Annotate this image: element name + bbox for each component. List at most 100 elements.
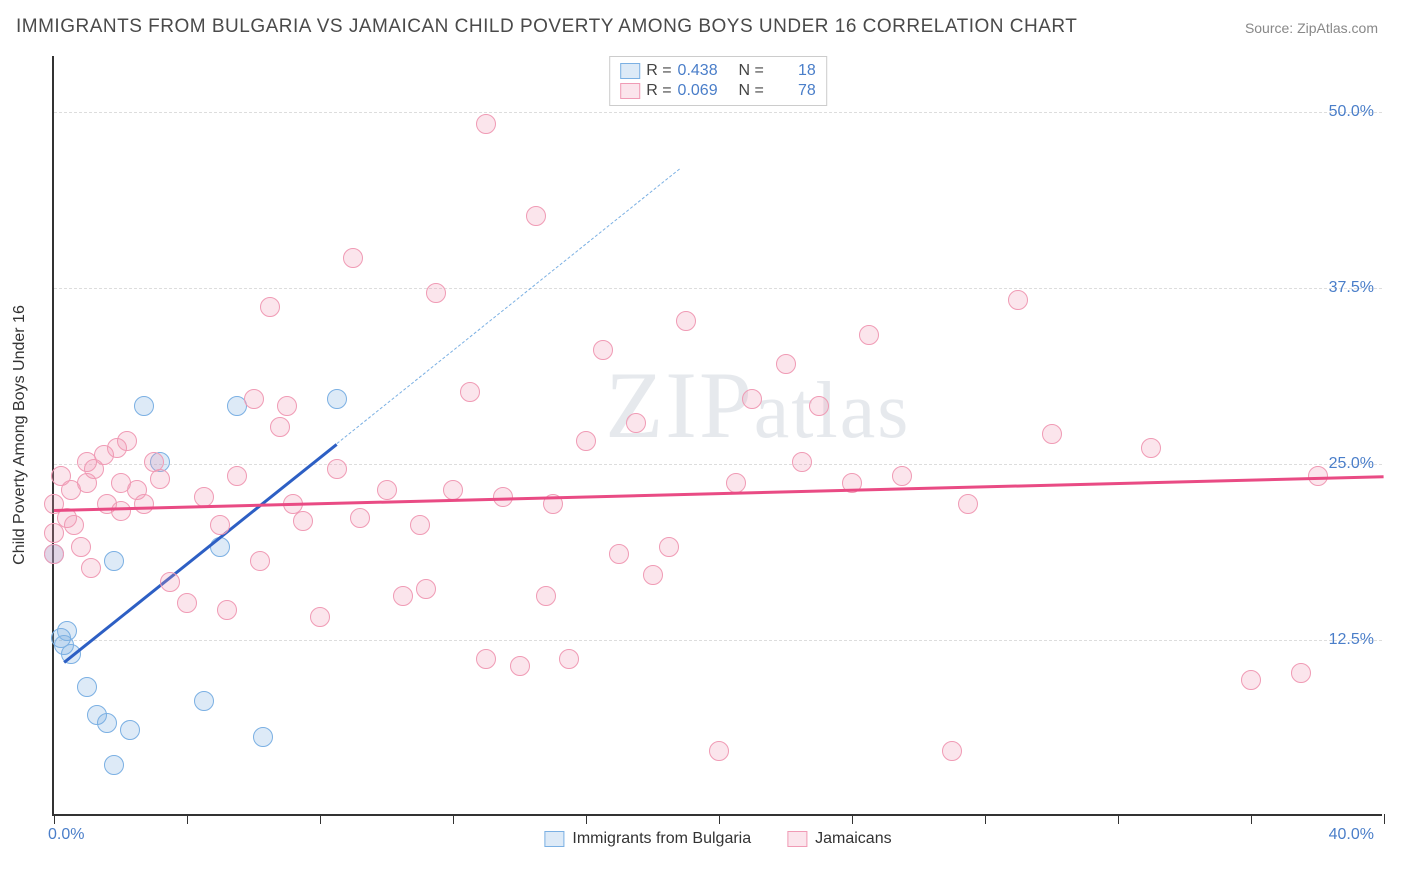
scatter-point	[626, 413, 646, 433]
scatter-point	[942, 741, 962, 761]
scatter-point	[443, 480, 463, 500]
x-tick	[1251, 814, 1252, 824]
scatter-point	[97, 713, 117, 733]
legend-series-name: Jamaicans	[815, 830, 891, 848]
legend-row: R = 0.069 N = 78	[620, 81, 816, 101]
scatter-point	[559, 649, 579, 669]
scatter-point	[104, 755, 124, 775]
scatter-point	[77, 677, 97, 697]
scatter-point	[327, 459, 347, 479]
scatter-point	[71, 537, 91, 557]
scatter-point	[350, 508, 370, 528]
scatter-point	[593, 340, 613, 360]
scatter-point	[426, 283, 446, 303]
scatter-point	[120, 720, 140, 740]
scatter-point	[859, 325, 879, 345]
x-tick	[320, 814, 321, 824]
scatter-point	[44, 544, 64, 564]
legend-n-label: N =	[730, 82, 764, 100]
scatter-point	[410, 515, 430, 535]
plot-area: ZIPatlas Child Poverty Among Boys Under …	[52, 56, 1382, 816]
scatter-point	[1291, 663, 1311, 683]
y-tick-label: 12.5%	[1329, 631, 1374, 649]
scatter-point	[1042, 424, 1062, 444]
y-axis-label: Child Poverty Among Boys Under 16	[11, 305, 29, 565]
scatter-point	[809, 396, 829, 416]
scatter-point	[194, 691, 214, 711]
legend-swatch	[544, 831, 564, 847]
scatter-point	[260, 297, 280, 317]
scatter-point	[177, 593, 197, 613]
scatter-point	[160, 572, 180, 592]
scatter-point	[217, 600, 237, 620]
x-tick	[453, 814, 454, 824]
bottom-legend-item: Jamaicans	[787, 830, 891, 848]
scatter-point	[244, 389, 264, 409]
scatter-point	[709, 741, 729, 761]
legend-n-label: N =	[730, 62, 764, 80]
trend-line	[336, 169, 679, 444]
scatter-point	[958, 494, 978, 514]
stats-legend: R = 0.438 N = 18R = 0.069 N = 78	[609, 56, 827, 106]
scatter-point	[776, 354, 796, 374]
scatter-point	[253, 727, 273, 747]
trend-line	[63, 443, 337, 663]
x-tick	[54, 814, 55, 824]
scatter-point	[536, 586, 556, 606]
scatter-point	[250, 551, 270, 571]
x-tick	[1118, 814, 1119, 824]
scatter-point	[393, 586, 413, 606]
scatter-point	[227, 466, 247, 486]
x-tick	[1384, 814, 1385, 824]
scatter-point	[609, 544, 629, 564]
scatter-point	[57, 621, 77, 641]
scatter-point	[643, 565, 663, 585]
x-tick	[586, 814, 587, 824]
scatter-point	[576, 431, 596, 451]
legend-swatch	[787, 831, 807, 847]
chart-container: ZIPatlas Child Poverty Among Boys Under …	[52, 56, 1382, 816]
scatter-point	[416, 579, 436, 599]
scatter-point	[1141, 438, 1161, 458]
scatter-point	[1241, 670, 1261, 690]
x-tick	[187, 814, 188, 824]
gridline	[54, 288, 1382, 289]
legend-r-value: 0.438	[678, 62, 724, 80]
scatter-point	[377, 480, 397, 500]
scatter-point	[111, 501, 131, 521]
chart-title: IMMIGRANTS FROM BULGARIA VS JAMAICAN CHI…	[16, 16, 1077, 38]
gridline	[54, 640, 1382, 641]
series-legend: Immigrants from Bulgaria Jamaicans	[544, 830, 891, 848]
legend-r-label: R =	[646, 82, 671, 100]
x-tick	[985, 814, 986, 824]
scatter-point	[343, 248, 363, 268]
scatter-point	[510, 656, 530, 676]
scatter-point	[892, 466, 912, 486]
scatter-point	[64, 515, 84, 535]
scatter-point	[327, 389, 347, 409]
bottom-legend-item: Immigrants from Bulgaria	[544, 830, 751, 848]
scatter-point	[310, 607, 330, 627]
x-origin-label: 0.0%	[48, 826, 84, 844]
scatter-point	[134, 396, 154, 416]
y-tick-label: 37.5%	[1329, 279, 1374, 297]
scatter-point	[277, 396, 297, 416]
scatter-point	[104, 551, 124, 571]
x-tick	[852, 814, 853, 824]
y-tick-label: 50.0%	[1329, 103, 1374, 121]
scatter-point	[460, 382, 480, 402]
legend-n-value: 18	[770, 62, 816, 80]
scatter-point	[150, 469, 170, 489]
scatter-point	[676, 311, 696, 331]
scatter-point	[1008, 290, 1028, 310]
legend-n-value: 78	[770, 82, 816, 100]
scatter-point	[293, 511, 313, 531]
scatter-point	[476, 114, 496, 134]
scatter-point	[726, 473, 746, 493]
legend-row: R = 0.438 N = 18	[620, 61, 816, 81]
scatter-point	[270, 417, 290, 437]
x-tick	[719, 814, 720, 824]
scatter-point	[81, 558, 101, 578]
legend-r-value: 0.069	[678, 82, 724, 100]
gridline	[54, 464, 1382, 465]
